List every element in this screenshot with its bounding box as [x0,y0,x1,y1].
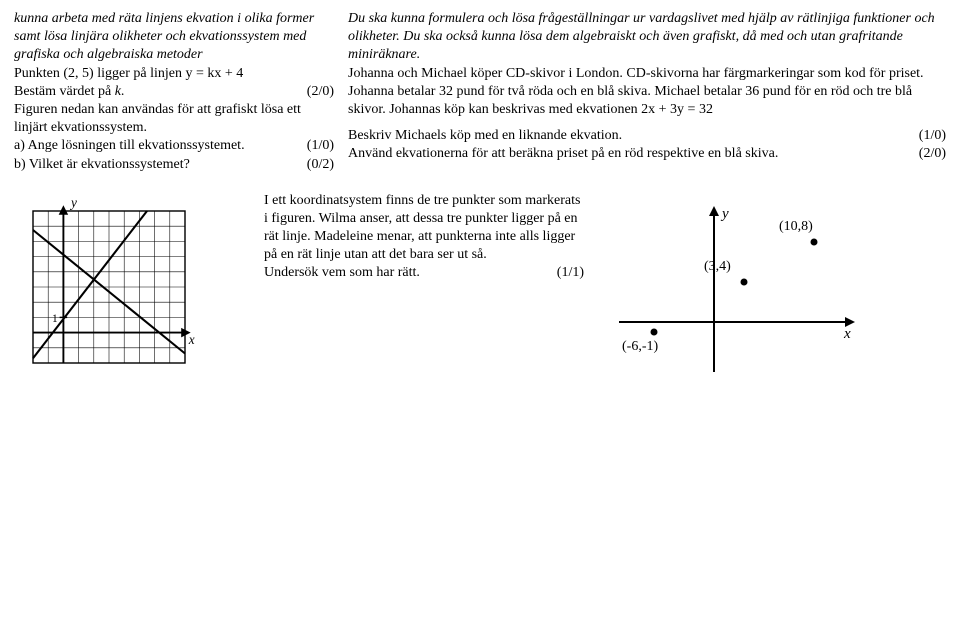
points-graph-svg: y x (10,8) (3,4) (-6,-1) [604,202,864,392]
bottom-question: Undersök vem som har rätt. (1/1) [264,264,584,282]
bottom-right-graph: y x (10,8) (3,4) (-6,-1) [604,192,946,398]
right-q-a: Beskriv Michaels köp med en liknande ekv… [348,127,946,145]
left-q1-line2: Bestäm värdet på k. (2/0) [14,83,334,101]
right-q-b-score: (2/0) [907,145,946,163]
graph2-x-label: x [843,326,851,342]
bottom-left-graph: y x 1 [14,192,244,398]
bottom-mid-text: I ett koordinatsystem finns de tre punkt… [264,192,584,398]
left-q3a-score: (1/0) [295,137,334,155]
left-column: kunna arbeta med räta linjens ekvation i… [14,10,334,174]
right-q-b: Använd ekvationerna för att beräkna pris… [348,145,946,163]
bottom-q-score: (1/1) [545,264,584,282]
graph2-pt1: (10,8) [779,219,813,234]
left-q1-text: Bestäm värdet på k. [14,83,124,101]
right-q-a-score: (1/0) [907,127,946,145]
graph1-tick: 1 [52,313,58,325]
left-q3b: b) Vilket är ekvationssystemet? (0/2) [14,156,334,174]
right-q-a-text: Beskriv Michaels köp med en liknande ekv… [348,127,622,145]
left-q1-line1: Punkten (2, 5) ligger på linjen y = kx +… [14,65,334,83]
graph2-y-label: y [720,206,729,222]
left-q1-score: (2/0) [295,83,334,101]
graph1-y-label: y [69,195,77,210]
graph2-pt2: (3,4) [704,259,731,274]
spacer [348,119,946,127]
left-intro: kunna arbeta med räta linjens ekvation i… [14,10,334,65]
right-column: Du ska kunna formulera och lösa frågestä… [348,10,946,174]
left-q2: Figuren nedan kan användas för att grafi… [14,101,334,137]
graph1-x-label: x [188,332,195,347]
grid-graph-svg: y x 1 [14,192,204,382]
bottom-text: I ett koordinatsystem finns de tre punkt… [264,192,584,265]
right-p1: Johanna och Michael köper CD-skivor i Lo… [348,65,946,120]
top-section: kunna arbeta med räta linjens ekvation i… [14,10,946,174]
left-q3b-text: b) Vilket är ekvationssystemet? [14,156,190,174]
left-q3a: a) Ange lösningen till ekvationssystemet… [14,137,334,155]
left-q1-text-a: Bestäm värdet på [14,84,115,99]
left-q3b-score: (0/2) [295,156,334,174]
left-q3a-text: a) Ange lösningen till ekvationssystemet… [14,137,245,155]
graph2-pt3: (-6,-1) [622,339,658,354]
left-q1-dot: . [121,84,125,99]
bottom-q-text: Undersök vem som har rätt. [264,264,420,282]
right-intro: Du ska kunna formulera och lösa frågestä… [348,10,946,65]
right-q-b-text: Använd ekvationerna för att beräkna pris… [348,145,778,163]
bottom-section: y x 1 I ett koordinatsystem finns de tre… [14,192,946,398]
